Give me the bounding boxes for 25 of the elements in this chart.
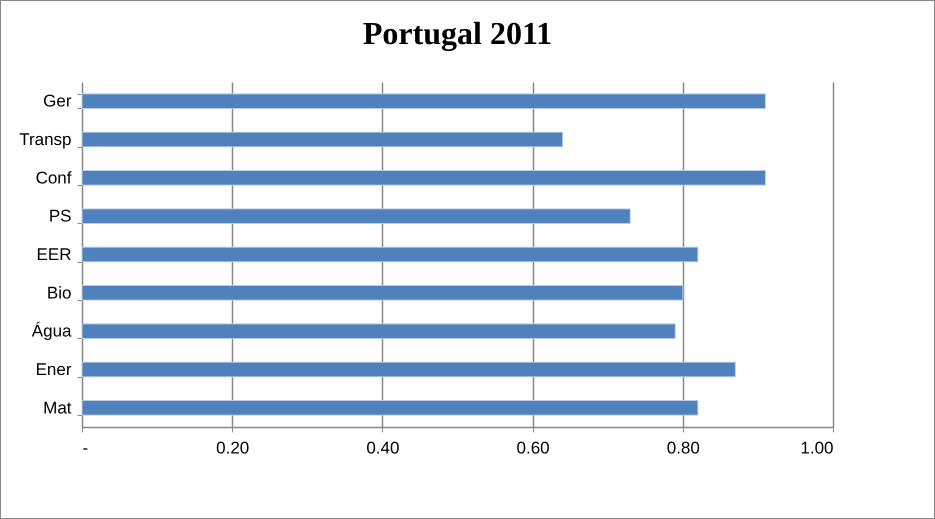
- bar: [82, 323, 676, 339]
- x-tick-label: -: [82, 438, 88, 458]
- y-tick-label: Água: [32, 322, 72, 341]
- bar: [82, 246, 698, 262]
- y-tick-label: Conf: [36, 168, 72, 188]
- x-tick-label: 0.60: [516, 438, 550, 458]
- y-tick-label: PS: [48, 206, 72, 226]
- bar: [82, 208, 631, 224]
- chart-title: Portugal 2011: [362, 15, 552, 52]
- bar: [82, 400, 698, 416]
- y-tick-label: Transp: [19, 130, 72, 149]
- x-tick-label: 0.80: [666, 438, 700, 458]
- x-tick-label: 0.20: [216, 438, 250, 458]
- bar: [82, 285, 684, 301]
- y-tick-label: Mat: [43, 398, 72, 418]
- y-tick-label: Ener: [36, 360, 72, 379]
- x-tick-label: 0.40: [366, 438, 400, 458]
- bar: [82, 93, 766, 109]
- y-tick-label: EER: [36, 245, 72, 264]
- y-tick-label: Ger: [43, 92, 72, 111]
- x-tick-label: 1.00: [800, 438, 834, 458]
- y-tick-label: Bio: [46, 283, 72, 302]
- bar: [82, 362, 736, 378]
- bar: [82, 132, 564, 148]
- bar: [82, 170, 766, 186]
